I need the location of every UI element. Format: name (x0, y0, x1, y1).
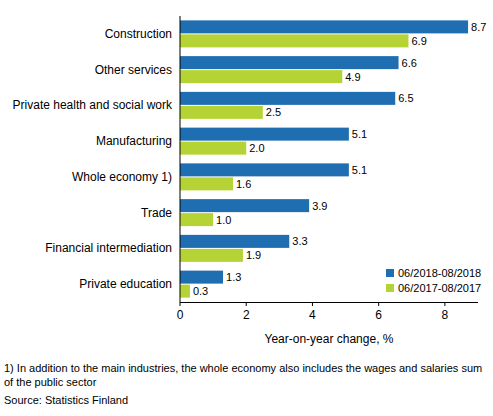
chart: Construction Other services Private health… (0, 0, 493, 416)
y-axis-line (180, 16, 181, 302)
x-axis-line (180, 302, 478, 303)
legend-label: 06/2018-08/2018 (398, 267, 481, 279)
x-tick (246, 302, 247, 306)
bar (180, 56, 399, 69)
bar (180, 271, 223, 284)
bar (180, 92, 395, 105)
data-label: 3.3 (292, 235, 307, 247)
category-label: Other services (95, 63, 172, 77)
category-label: Financial intermediation (45, 241, 172, 255)
bar (180, 163, 349, 176)
data-label: 1.3 (226, 271, 241, 283)
legend: 06/2018-08/2018 06/2017-08/2017 (386, 267, 481, 294)
x-tick-label: 4 (309, 308, 316, 322)
bar (180, 249, 243, 262)
data-label: 5.1 (352, 164, 367, 176)
bar (180, 20, 468, 33)
bars (180, 20, 468, 297)
bar (180, 199, 309, 212)
category-label: Construction (105, 27, 172, 41)
x-tick (444, 302, 445, 306)
bar (180, 106, 263, 119)
x-axis-title: Year-on-year change, % (265, 332, 394, 346)
footnote: 1) In addition to the main industries, t… (4, 362, 482, 374)
x-tick (378, 302, 379, 306)
category-label: Manufacturing (96, 134, 172, 148)
bar (180, 285, 190, 298)
x-tick (180, 302, 181, 306)
legend-swatch (386, 269, 394, 277)
data-label: 1.9 (246, 249, 261, 261)
x-tick-label: 6 (375, 308, 382, 322)
data-label: 6.6 (402, 57, 417, 69)
legend-label: 06/2017-08/2017 (398, 282, 481, 294)
data-labels: 8.7 6.6 6.5 5.1 5.1 3.9 3.3 1.3 6.9 4.9 2.5 2.0 1.6 1… (193, 21, 486, 297)
x-tick-label: 0 (177, 308, 184, 322)
data-label: 6.5 (398, 92, 413, 104)
bar (180, 142, 246, 155)
data-label: 6.9 (411, 35, 426, 47)
data-label: 2.0 (249, 142, 264, 154)
category-label: Private education (79, 277, 172, 291)
x-tick (312, 302, 313, 306)
bar (180, 70, 342, 83)
category-label: Whole economy 1) (72, 170, 172, 184)
bar (180, 177, 233, 190)
bar (180, 34, 408, 47)
x-tick-label: 2 (243, 308, 250, 322)
source: Source: Statistics Finland (4, 394, 128, 406)
data-label: 2.5 (266, 106, 281, 118)
data-label: 5.1 (352, 128, 367, 140)
bar (180, 213, 213, 226)
category-label: Trade (141, 206, 172, 220)
data-label: 1.0 (216, 214, 231, 226)
x-tick-label: 8 (442, 308, 449, 322)
data-label: 3.9 (312, 200, 327, 212)
data-label: 8.7 (471, 21, 486, 33)
category-label: Private health and social work (13, 98, 173, 112)
legend-swatch (386, 284, 394, 292)
data-label: 0.3 (193, 285, 208, 297)
bar (180, 128, 349, 141)
footnote: of the public sector (4, 376, 97, 388)
data-label: 4.9 (345, 71, 360, 83)
data-label: 1.6 (236, 178, 251, 190)
bar (180, 235, 289, 248)
